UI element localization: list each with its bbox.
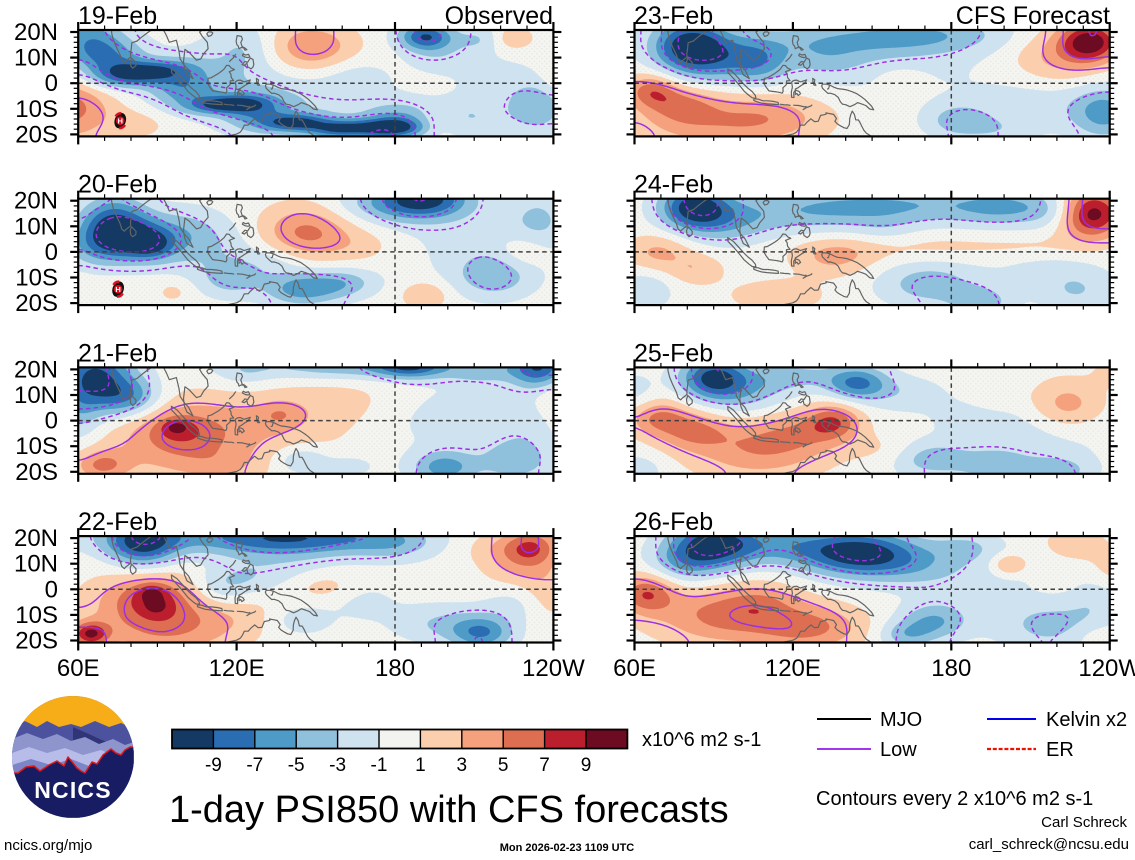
svg-text:9: 9 xyxy=(581,755,592,776)
svg-text:10N: 10N xyxy=(14,45,58,72)
svg-text:1-day PSI850 with CFS forecast: 1-day PSI850 with CFS forecasts xyxy=(169,789,729,831)
svg-text:Carl Schreck: Carl Schreck xyxy=(1041,814,1127,831)
svg-text:60E: 60E xyxy=(57,655,100,682)
svg-text:20N: 20N xyxy=(14,19,58,46)
svg-text:7: 7 xyxy=(539,755,550,776)
svg-text:120W: 120W xyxy=(1078,655,1135,682)
svg-text:MJO: MJO xyxy=(880,709,922,731)
svg-text:25-Feb: 25-Feb xyxy=(634,339,713,367)
svg-text:20N: 20N xyxy=(14,356,58,383)
svg-text:0: 0 xyxy=(45,576,58,603)
svg-text:3: 3 xyxy=(457,755,468,776)
svg-text:10S: 10S xyxy=(15,96,58,123)
svg-text:60E: 60E xyxy=(613,655,656,682)
svg-text:22-Feb: 22-Feb xyxy=(78,508,157,536)
svg-text:0: 0 xyxy=(45,408,58,435)
svg-text:180: 180 xyxy=(931,655,971,682)
svg-text:20S: 20S xyxy=(15,290,58,317)
svg-text:Observed: Observed xyxy=(445,2,553,30)
svg-text:-9: -9 xyxy=(205,755,222,776)
svg-text:CFS Forecast: CFS Forecast xyxy=(956,2,1110,30)
svg-text:20S: 20S xyxy=(15,459,58,486)
svg-text:23-Feb: 23-Feb xyxy=(634,2,713,30)
svg-text:20S: 20S xyxy=(15,628,58,655)
svg-text:x10^6 m2 s-1: x10^6 m2 s-1 xyxy=(642,729,761,751)
svg-text:10S: 10S xyxy=(15,265,58,292)
svg-text:ER: ER xyxy=(1046,739,1074,761)
svg-text:20S: 20S xyxy=(15,121,58,148)
svg-text:-7: -7 xyxy=(246,755,263,776)
svg-text:NCICS: NCICS xyxy=(34,777,112,803)
svg-text:10N: 10N xyxy=(14,551,58,578)
svg-text:1: 1 xyxy=(415,755,426,776)
svg-text:24-Feb: 24-Feb xyxy=(634,171,713,199)
svg-text:carl_schreck@ncsu.edu: carl_schreck@ncsu.edu xyxy=(969,836,1129,853)
svg-text:19-Feb: 19-Feb xyxy=(78,2,157,30)
svg-text:20N: 20N xyxy=(14,525,58,552)
svg-text:10S: 10S xyxy=(15,433,58,460)
svg-text:H: H xyxy=(118,116,123,125)
svg-text:Mon 2026-02-23 1109 UTC: Mon 2026-02-23 1109 UTC xyxy=(500,842,635,854)
svg-text:ncics.org/mjo: ncics.org/mjo xyxy=(4,837,92,854)
svg-text:Contours every 2 x10^6 m2 s-1: Contours every 2 x10^6 m2 s-1 xyxy=(816,788,1093,810)
svg-text:180: 180 xyxy=(375,655,415,682)
svg-text:0: 0 xyxy=(45,239,58,266)
svg-text:-5: -5 xyxy=(288,755,305,776)
svg-text:Low: Low xyxy=(880,739,917,761)
svg-text:10S: 10S xyxy=(15,602,58,629)
svg-text:20-Feb: 20-Feb xyxy=(78,171,157,199)
svg-text:H: H xyxy=(115,285,120,294)
svg-text:5: 5 xyxy=(498,755,509,776)
svg-text:-1: -1 xyxy=(371,755,388,776)
svg-text:21-Feb: 21-Feb xyxy=(78,339,157,367)
svg-text:20N: 20N xyxy=(14,188,58,215)
svg-text:10N: 10N xyxy=(14,382,58,409)
svg-text:120E: 120E xyxy=(765,655,821,682)
svg-text:0: 0 xyxy=(45,70,58,97)
svg-text:120E: 120E xyxy=(209,655,265,682)
svg-text:120W: 120W xyxy=(522,655,585,682)
svg-text:-3: -3 xyxy=(329,755,346,776)
svg-text:26-Feb: 26-Feb xyxy=(634,508,713,536)
svg-text:10N: 10N xyxy=(14,213,58,240)
svg-text:Kelvin x2: Kelvin x2 xyxy=(1046,709,1127,731)
